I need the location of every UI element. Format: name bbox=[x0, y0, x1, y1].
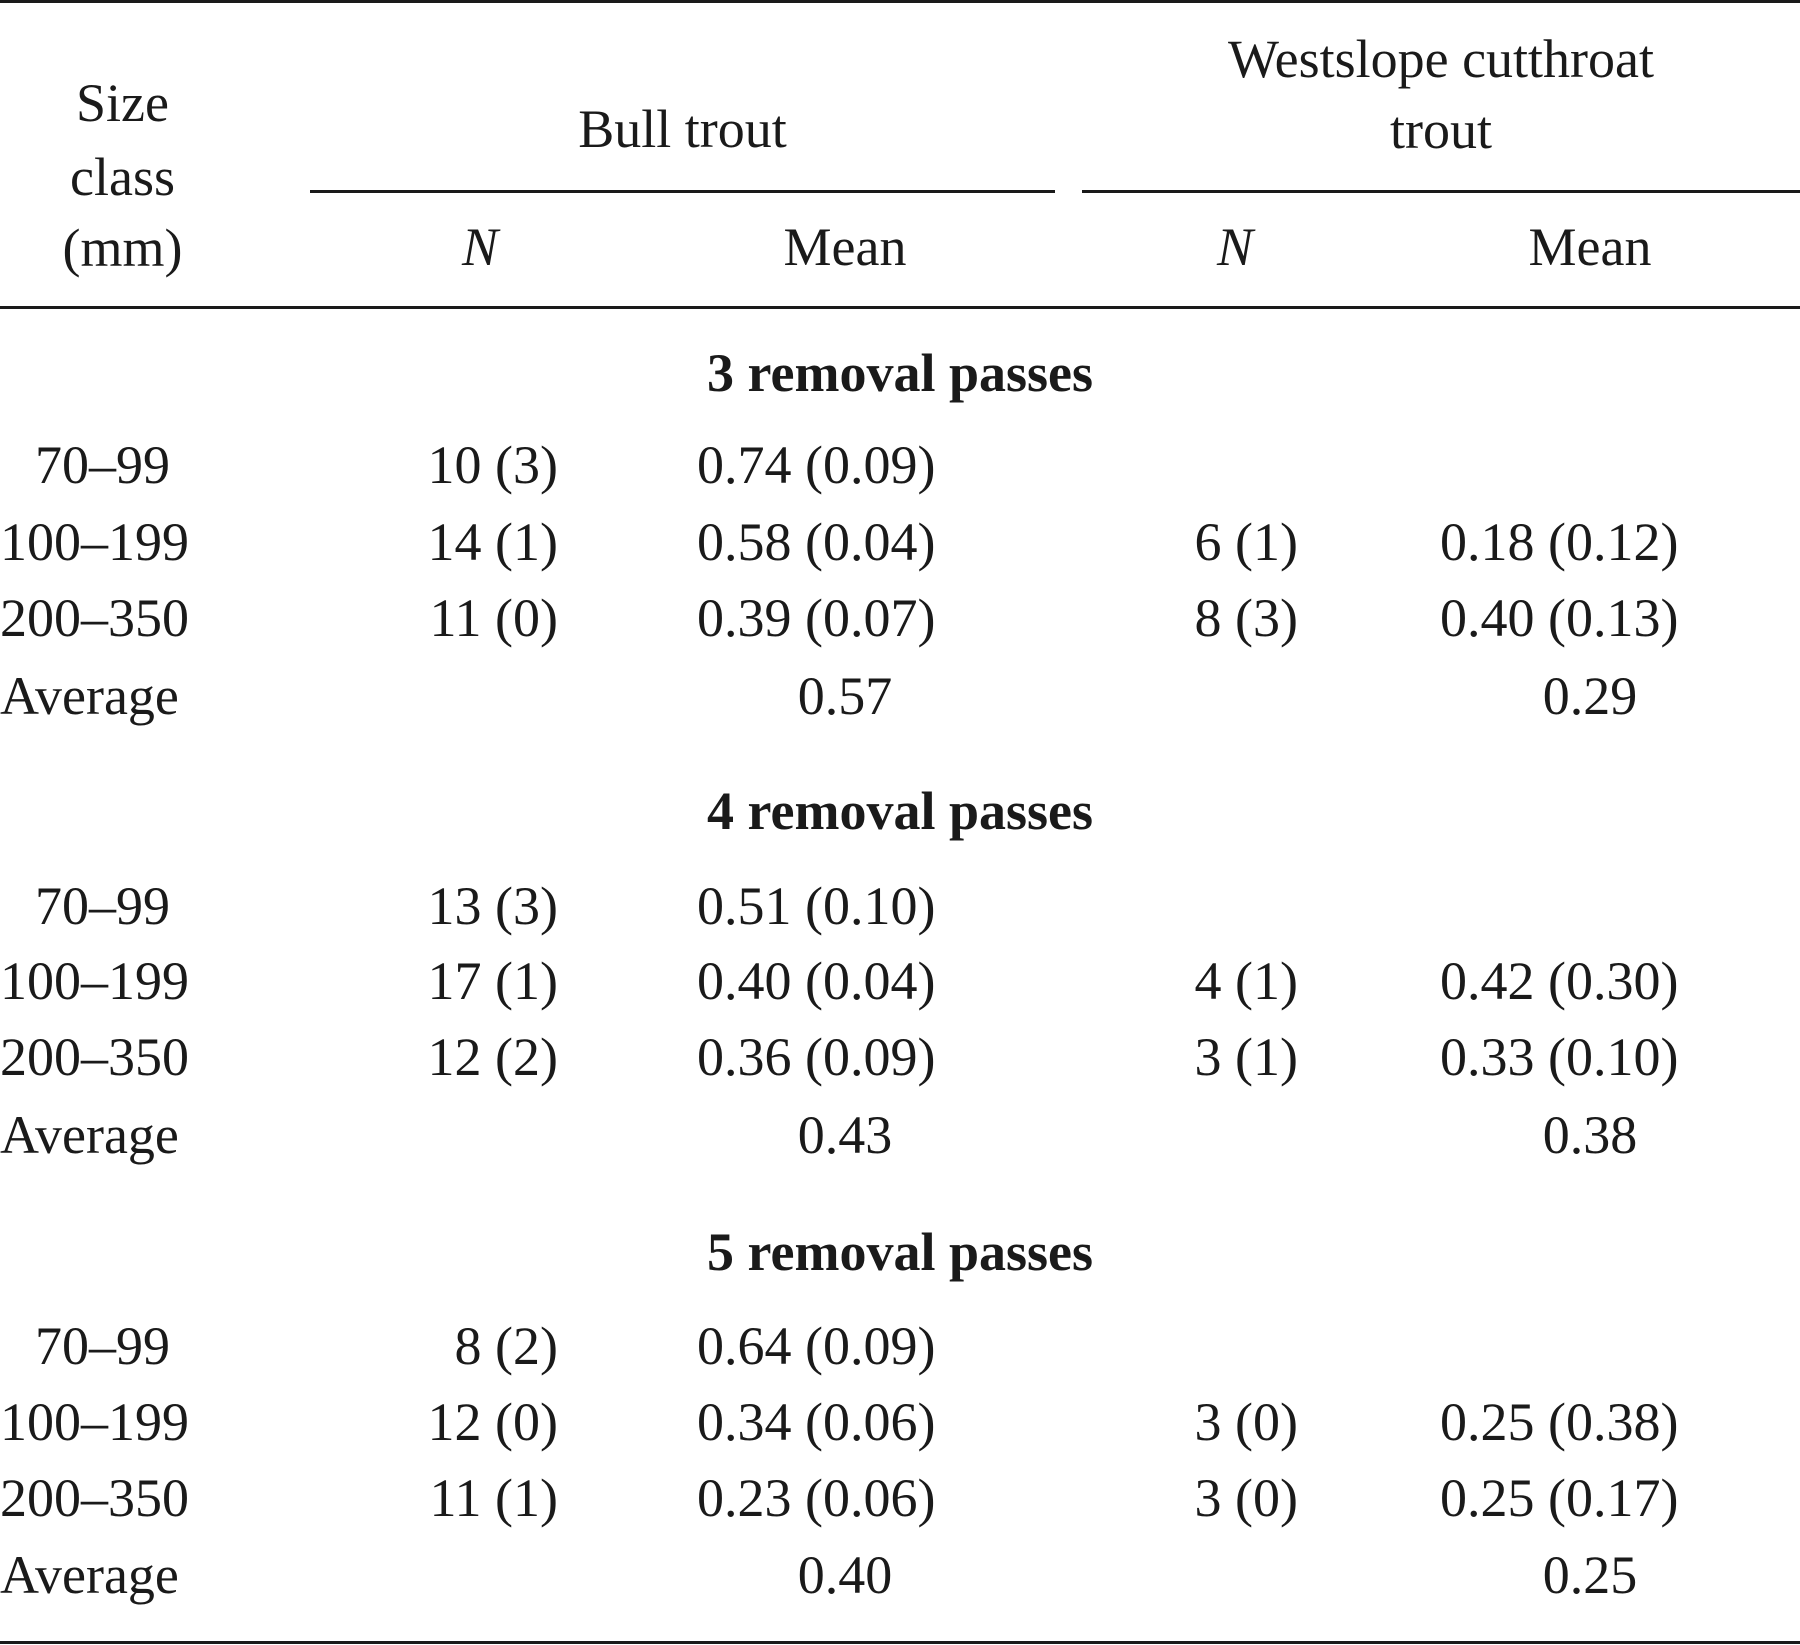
bt-n-cell: 13 (3) bbox=[427, 876, 558, 936]
wct-average-cell: 0.38 bbox=[1542, 1105, 1638, 1165]
size-cell: 200–350 bbox=[0, 588, 189, 648]
average-label: Average bbox=[0, 1545, 179, 1605]
bt-mean-cell: 0.23 (0.06) bbox=[697, 1468, 936, 1528]
bt-mean-cell: 0.74 (0.09) bbox=[697, 435, 936, 495]
wct-average-cell: 0.25 bbox=[1542, 1545, 1638, 1605]
wct-mean-cell: 0.42 (0.30) bbox=[1440, 951, 1679, 1011]
bt-mean-cell: 0.51 (0.10) bbox=[697, 876, 936, 936]
wct-average-cell: 0.29 bbox=[1542, 666, 1638, 726]
bt-average-cell: 0.40 bbox=[797, 1545, 893, 1605]
wct-n-cell: 3 (0) bbox=[1194, 1392, 1298, 1452]
section-title: 4 removal passes bbox=[707, 781, 1093, 841]
bt-mean-cell: 0.40 (0.04) bbox=[697, 951, 936, 1011]
average-label: Average bbox=[0, 1105, 179, 1165]
bt-mean-cell: 0.58 (0.04) bbox=[697, 512, 936, 572]
size-class-header-2: class bbox=[70, 147, 175, 207]
bt-n-cell: 14 (1) bbox=[427, 512, 558, 572]
wct-n-cell: 3 (0) bbox=[1194, 1468, 1298, 1528]
bt-n-header: N bbox=[461, 217, 499, 277]
bt-n-cell: 11 (0) bbox=[429, 588, 558, 648]
wct-n-cell: 6 (1) bbox=[1194, 512, 1298, 572]
top-rule bbox=[0, 0, 1800, 3]
size-cell: 100–199 bbox=[0, 1392, 189, 1452]
bull-trout-rule bbox=[310, 190, 1055, 193]
size-cell: 70–99 bbox=[35, 435, 170, 495]
bt-mean-cell: 0.36 (0.09) bbox=[697, 1027, 936, 1087]
wct-mean-cell: 0.25 (0.17) bbox=[1440, 1468, 1679, 1528]
wct-n-cell: 4 (1) bbox=[1194, 951, 1298, 1011]
bt-average-cell: 0.43 bbox=[797, 1105, 893, 1165]
bt-n-cell: 12 (0) bbox=[427, 1392, 558, 1452]
wct-n-cell: 3 (1) bbox=[1194, 1027, 1298, 1087]
bt-n-cell: 11 (1) bbox=[429, 1468, 558, 1528]
average-label: Average bbox=[0, 666, 179, 726]
wct-mean-cell: 0.25 (0.38) bbox=[1440, 1392, 1679, 1452]
size-cell: 70–99 bbox=[35, 876, 170, 936]
wct-mean-cell: 0.18 (0.12) bbox=[1440, 512, 1679, 572]
bottom-rule bbox=[0, 1641, 1800, 1644]
wct-mean-header: Mean bbox=[1528, 217, 1652, 277]
size-cell: 100–199 bbox=[0, 512, 189, 572]
wct-mean-cell: 0.33 (0.10) bbox=[1440, 1027, 1679, 1087]
bull-trout-header: Bull trout bbox=[578, 99, 787, 159]
wct-n-cell: 8 (3) bbox=[1194, 588, 1298, 648]
size-class-header-1: Size bbox=[76, 73, 169, 133]
bt-n-cell: 12 (2) bbox=[427, 1027, 558, 1087]
cutthroat-rule bbox=[1082, 190, 1800, 193]
bt-n-cell: 8 (2) bbox=[454, 1316, 558, 1376]
section-title: 3 removal passes bbox=[707, 343, 1093, 403]
header-bottom-rule bbox=[0, 306, 1800, 309]
size-cell: 200–350 bbox=[0, 1027, 189, 1087]
bt-mean-cell: 0.64 (0.09) bbox=[697, 1316, 936, 1376]
bt-mean-header: Mean bbox=[783, 217, 907, 277]
section-title: 5 removal passes bbox=[707, 1222, 1093, 1282]
cutthroat-header-1: Westslope cutthroat bbox=[1227, 29, 1655, 89]
bt-mean-cell: 0.39 (0.07) bbox=[697, 588, 936, 648]
bt-n-cell: 17 (1) bbox=[427, 951, 558, 1011]
bt-average-cell: 0.57 bbox=[797, 666, 893, 726]
size-cell: 100–199 bbox=[0, 951, 189, 1011]
size-cell: 70–99 bbox=[35, 1316, 170, 1376]
wct-mean-cell: 0.40 (0.13) bbox=[1440, 588, 1679, 648]
bt-n-cell: 10 (3) bbox=[427, 435, 558, 495]
cutthroat-header-2: trout bbox=[1390, 100, 1492, 160]
bt-mean-cell: 0.34 (0.06) bbox=[697, 1392, 936, 1452]
size-cell: 200–350 bbox=[0, 1468, 189, 1528]
wct-n-header: N bbox=[1216, 217, 1254, 277]
size-class-header-3: (mm) bbox=[62, 218, 183, 278]
